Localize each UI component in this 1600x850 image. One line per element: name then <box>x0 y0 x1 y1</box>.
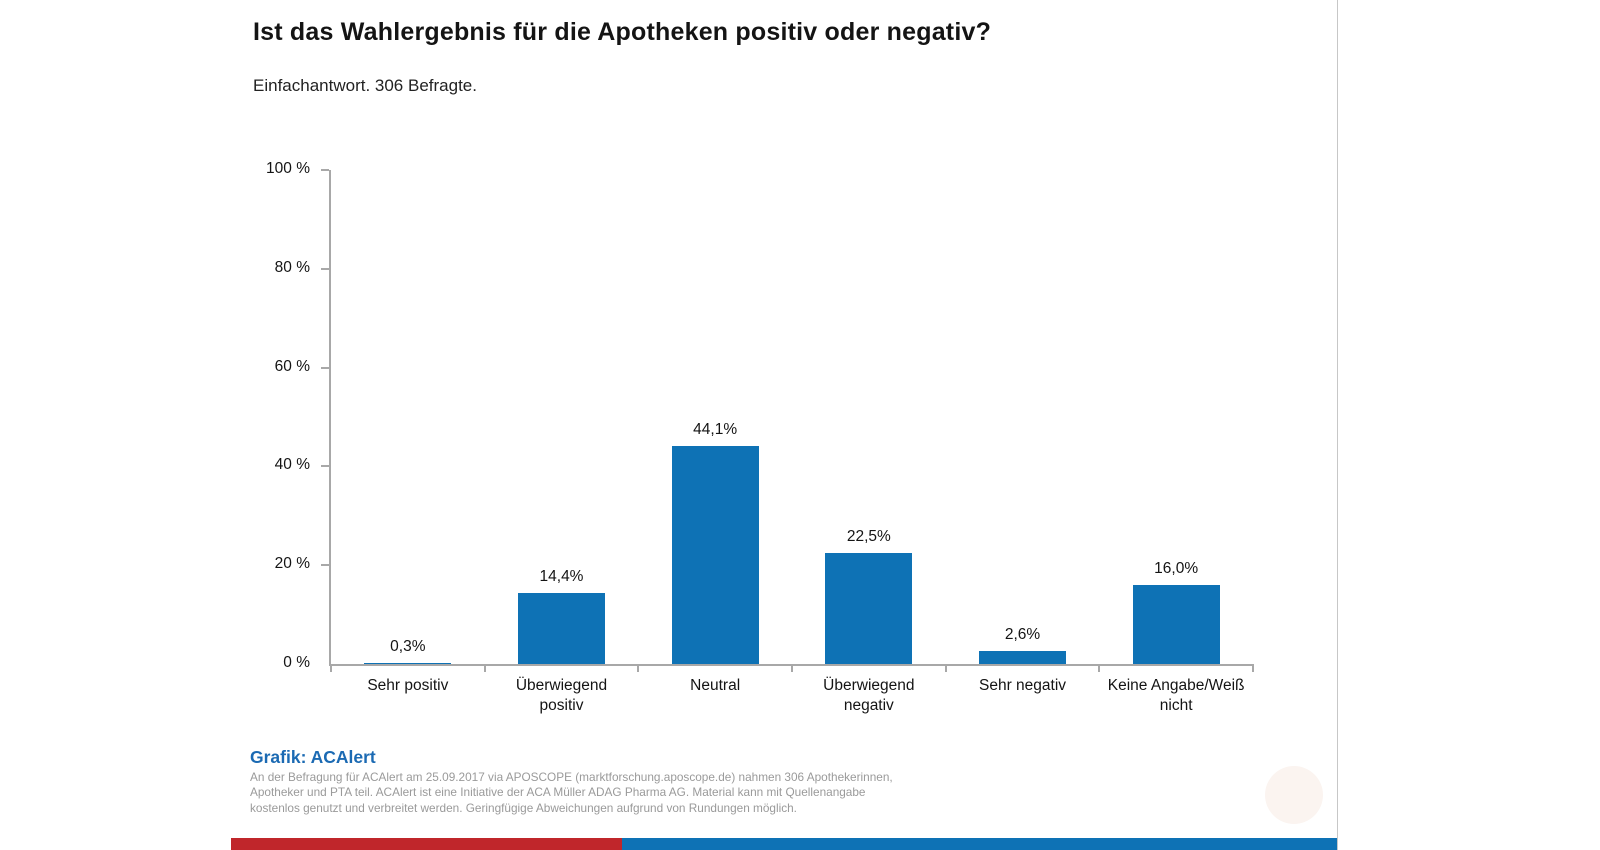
y-axis-tick-label: 80 % <box>274 258 310 276</box>
footer-note: An der Befragung für ACAlert am 25.09.20… <box>250 770 893 815</box>
x-axis-tick-mark <box>791 664 793 672</box>
y-axis-tick-mark <box>321 267 329 270</box>
category-label: Keine Angabe/Weiß nicht <box>1107 677 1245 714</box>
category-label: Neutral <box>690 677 741 694</box>
x-axis-tick-mark <box>483 664 486 672</box>
bar-6 <box>1132 584 1220 664</box>
category-label: Überwiegend negativ <box>823 677 915 714</box>
chart-subtitle: Einfachantwort. 306 Befragte. <box>253 76 477 95</box>
bar-value-label: 0,3% <box>390 637 426 655</box>
bar-value-label: 16,0% <box>1154 559 1199 577</box>
x-axis-tick-mark <box>944 664 947 672</box>
bottom-bar-blue-segment <box>622 838 1337 850</box>
bar-chart-plot-area: 0,3% Sehr positiv 14,4% Überwiegend positiv… <box>321 169 1254 714</box>
bottom-bar-red-segment <box>231 838 622 850</box>
category-label: Sehr positiv <box>367 677 449 694</box>
bar-4 <box>825 552 913 664</box>
source-credit: Grafik: ACAlert <box>250 747 376 767</box>
page-edge-divider <box>1337 0 1338 850</box>
x-axis-tick-mark <box>1098 664 1101 672</box>
x-axis-tick-mark <box>1252 664 1254 672</box>
bar-value-label: 14,4% <box>539 567 584 585</box>
bar-2 <box>518 592 605 664</box>
y-axis-tick-label: 40 % <box>274 456 310 474</box>
y-axis-tick-mark <box>321 465 329 468</box>
category-label: Überwiegend positiv <box>515 677 608 714</box>
bar-value-label: 44,1% <box>693 421 738 439</box>
y-axis-tick-mark <box>321 564 329 567</box>
bar-value-label: 22,5% <box>846 527 891 545</box>
watermark-circle <box>1265 766 1323 824</box>
y-axis-tick-label: 20 % <box>274 555 310 573</box>
x-axis-tick-mark <box>637 664 640 672</box>
bar-5 <box>979 651 1066 664</box>
bar-value-label: 2,6% <box>1004 626 1041 644</box>
y-axis-tick-label: 100 % <box>266 160 310 177</box>
y-axis-tick-mark <box>321 366 329 369</box>
chart-title: Ist das Wahlergebnis für die Apotheken p… <box>253 18 992 46</box>
bar-1 <box>364 662 452 664</box>
category-label: Sehr negativ <box>978 677 1067 694</box>
x-axis-tick-mark <box>330 664 332 672</box>
y-axis-tick-label: 0 % <box>283 654 310 671</box>
y-axis-tick-label: 60 % <box>274 357 310 375</box>
y-axis-tick-mark <box>321 169 329 171</box>
bar-3 <box>671 446 759 664</box>
